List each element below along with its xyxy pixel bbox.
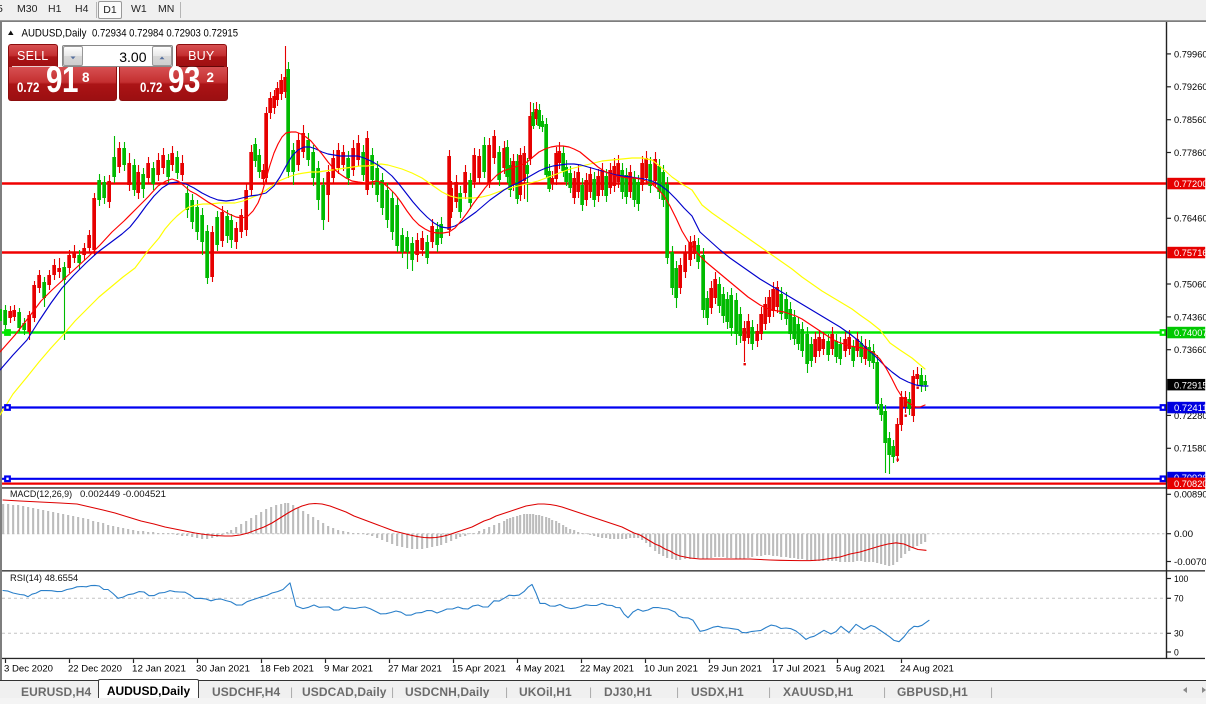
svg-text:0.71580: 0.71580 bbox=[1174, 444, 1206, 455]
svg-text:24 Aug 2021: 24 Aug 2021 bbox=[900, 664, 954, 675]
svg-text:0.72411: 0.72411 bbox=[1174, 403, 1206, 414]
svg-text:4 May 2021: 4 May 2021 bbox=[516, 664, 565, 675]
svg-text:18 Feb 2021: 18 Feb 2021 bbox=[260, 664, 314, 675]
svg-text:30 Jan 2021: 30 Jan 2021 bbox=[196, 664, 250, 675]
svg-text:0.74007: 0.74007 bbox=[1174, 328, 1206, 339]
svg-text:0.72915: 0.72915 bbox=[1174, 380, 1206, 391]
svg-text:0.70820: 0.70820 bbox=[1174, 479, 1206, 490]
svg-text:29 Jun 2021: 29 Jun 2021 bbox=[708, 664, 762, 675]
svg-text:12 Jan 2021: 12 Jan 2021 bbox=[132, 664, 186, 675]
svg-text:0.00890: 0.00890 bbox=[1174, 490, 1206, 501]
svg-text:0: 0 bbox=[1174, 647, 1179, 658]
svg-text:15 Apr 2021: 15 Apr 2021 bbox=[452, 664, 506, 675]
svg-text:0.79260: 0.79260 bbox=[1174, 82, 1206, 93]
svg-text:27 Mar 2021: 27 Mar 2021 bbox=[388, 664, 442, 675]
svg-text:22 Dec 2020: 22 Dec 2020 bbox=[68, 664, 122, 675]
svg-text:0.73660: 0.73660 bbox=[1174, 345, 1206, 356]
svg-text:9 Mar 2021: 9 Mar 2021 bbox=[324, 664, 373, 675]
svg-text:0.72280: 0.72280 bbox=[1174, 411, 1206, 422]
svg-text:0.78560: 0.78560 bbox=[1174, 115, 1206, 126]
svg-text:100: 100 bbox=[1174, 574, 1188, 585]
svg-text:17 Jul 2021: 17 Jul 2021 bbox=[772, 664, 826, 675]
svg-text:0.79960: 0.79960 bbox=[1174, 49, 1206, 60]
svg-text:0.77200: 0.77200 bbox=[1174, 179, 1206, 190]
svg-text:RSI(14) 48.6554: RSI(14) 48.6554 bbox=[10, 573, 78, 584]
svg-text:0.72934 0.72984 0.72903 0.7291: 0.72934 0.72984 0.72903 0.72915 bbox=[92, 28, 238, 40]
svg-text:MACD(12,26,9): MACD(12,26,9) bbox=[10, 489, 72, 500]
svg-text:30: 30 bbox=[1174, 629, 1184, 640]
svg-text:5 Aug 2021: 5 Aug 2021 bbox=[836, 664, 885, 675]
svg-text:0.002449 -0.004521: 0.002449 -0.004521 bbox=[80, 489, 166, 500]
svg-text:0.76460: 0.76460 bbox=[1174, 214, 1206, 225]
svg-text:0.75716: 0.75716 bbox=[1174, 248, 1206, 259]
svg-text:0.74360: 0.74360 bbox=[1174, 312, 1206, 323]
svg-text:0.77860: 0.77860 bbox=[1174, 148, 1206, 159]
svg-text:0.75060: 0.75060 bbox=[1174, 279, 1206, 290]
svg-text:70: 70 bbox=[1174, 594, 1184, 605]
svg-text:AUDUSD,Daily: AUDUSD,Daily bbox=[22, 28, 87, 40]
svg-text:3 Dec 2020: 3 Dec 2020 bbox=[4, 664, 53, 675]
svg-text:0.00: 0.00 bbox=[1174, 529, 1193, 540]
svg-text:10 Jun 2021: 10 Jun 2021 bbox=[644, 664, 698, 675]
svg-text:22 May 2021: 22 May 2021 bbox=[580, 664, 634, 675]
